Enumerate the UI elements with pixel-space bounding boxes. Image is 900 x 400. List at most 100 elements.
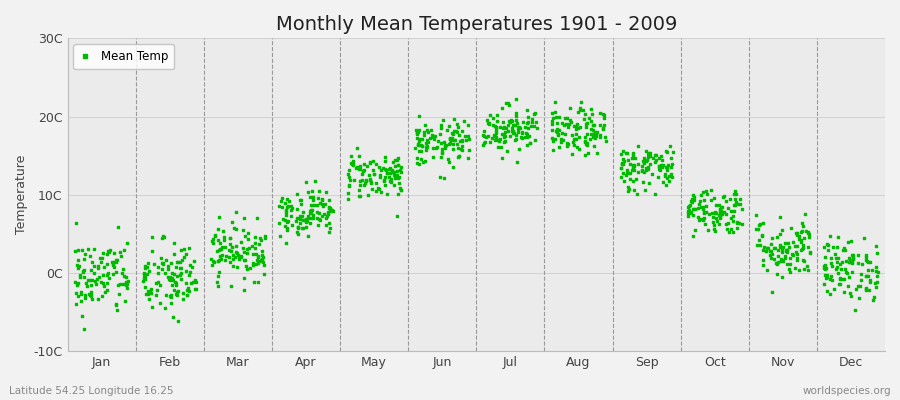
Mean Temp xyxy=(112,249,127,255)
Mean Temp xyxy=(492,136,507,142)
Mean Temp xyxy=(391,162,405,168)
Mean Temp xyxy=(828,250,842,257)
Mean Temp xyxy=(357,167,372,174)
Mean Temp xyxy=(704,186,718,193)
Mean Temp xyxy=(620,167,634,174)
Mean Temp xyxy=(589,135,603,141)
Mean Temp xyxy=(187,276,202,283)
Mean Temp xyxy=(764,250,778,257)
Mean Temp xyxy=(510,129,525,136)
Mean Temp xyxy=(522,133,536,139)
Mean Temp xyxy=(256,259,271,266)
Mean Temp xyxy=(639,166,653,173)
Mean Temp xyxy=(664,170,679,177)
Mean Temp xyxy=(445,129,459,136)
Mean Temp xyxy=(636,158,651,164)
Mean Temp xyxy=(299,224,313,230)
Mean Temp xyxy=(442,141,456,148)
Mean Temp xyxy=(817,263,832,269)
Mean Temp xyxy=(292,216,307,222)
Mean Temp xyxy=(387,163,401,170)
Mean Temp xyxy=(505,118,519,124)
Mean Temp xyxy=(321,211,336,217)
Mean Temp xyxy=(206,259,220,265)
Mean Temp xyxy=(120,281,134,287)
Mean Temp xyxy=(216,228,230,234)
Mean Temp xyxy=(649,152,663,159)
Mean Temp xyxy=(164,292,178,298)
Mean Temp xyxy=(226,263,240,269)
Mean Temp xyxy=(410,160,424,167)
Mean Temp xyxy=(734,221,749,228)
Mean Temp xyxy=(379,166,393,173)
Mean Temp xyxy=(636,178,651,185)
Mean Temp xyxy=(714,204,728,210)
Mean Temp xyxy=(377,178,392,184)
Mean Temp xyxy=(587,122,601,128)
Mean Temp xyxy=(824,273,838,280)
Mean Temp xyxy=(653,162,668,169)
Mean Temp xyxy=(775,247,789,254)
Mean Temp xyxy=(277,223,292,230)
Mean Temp xyxy=(179,287,194,293)
Mean Temp xyxy=(635,158,650,165)
Mean Temp xyxy=(455,138,470,144)
Mean Temp xyxy=(365,158,380,164)
Mean Temp xyxy=(788,242,802,249)
Mean Temp xyxy=(140,260,155,266)
Mean Temp xyxy=(294,225,309,232)
Mean Temp xyxy=(842,290,857,297)
Mean Temp xyxy=(176,296,190,302)
Mean Temp xyxy=(247,279,261,286)
Mean Temp xyxy=(775,227,789,234)
Mean Temp xyxy=(167,239,182,246)
Mean Temp xyxy=(593,121,608,128)
Mean Temp xyxy=(795,220,809,226)
Mean Temp xyxy=(706,222,721,228)
Mean Temp xyxy=(418,140,433,146)
Mean Temp xyxy=(85,277,99,283)
Mean Temp xyxy=(626,187,641,194)
Mean Temp xyxy=(794,237,808,244)
Mean Temp xyxy=(105,260,120,267)
Mean Temp xyxy=(363,159,377,166)
Mean Temp xyxy=(273,233,287,240)
Mean Temp xyxy=(303,202,318,208)
Mean Temp xyxy=(148,280,163,286)
Mean Temp xyxy=(579,141,593,147)
Mean Temp xyxy=(178,280,193,286)
Mean Temp xyxy=(570,143,584,150)
Mean Temp xyxy=(860,287,874,293)
Mean Temp xyxy=(319,215,333,222)
Mean Temp xyxy=(157,234,171,240)
Mean Temp xyxy=(417,132,431,138)
Mean Temp xyxy=(520,124,535,131)
Mean Temp xyxy=(770,258,785,265)
Mean Temp xyxy=(546,115,561,121)
Text: worldspecies.org: worldspecies.org xyxy=(803,386,891,396)
Mean Temp xyxy=(569,122,583,129)
Mean Temp xyxy=(519,142,534,148)
Mean Temp xyxy=(312,188,327,194)
Mean Temp xyxy=(186,258,201,264)
Mean Temp xyxy=(174,258,188,265)
Mean Temp xyxy=(497,132,511,138)
Mean Temp xyxy=(548,99,562,105)
Mean Temp xyxy=(626,162,640,168)
Mean Temp xyxy=(451,145,465,152)
Mean Temp xyxy=(160,263,175,269)
Mean Temp xyxy=(786,252,800,258)
Mean Temp xyxy=(841,239,855,245)
Mean Temp xyxy=(109,256,123,263)
Mean Temp xyxy=(208,232,222,239)
Mean Temp xyxy=(626,152,641,158)
Mean Temp xyxy=(278,208,293,215)
Mean Temp xyxy=(770,252,785,259)
Mean Temp xyxy=(868,264,883,270)
Mean Temp xyxy=(728,196,742,202)
Mean Temp xyxy=(655,156,670,163)
Mean Temp xyxy=(489,128,503,134)
Mean Temp xyxy=(409,127,423,134)
Mean Temp xyxy=(580,120,594,126)
Mean Temp xyxy=(157,261,171,267)
